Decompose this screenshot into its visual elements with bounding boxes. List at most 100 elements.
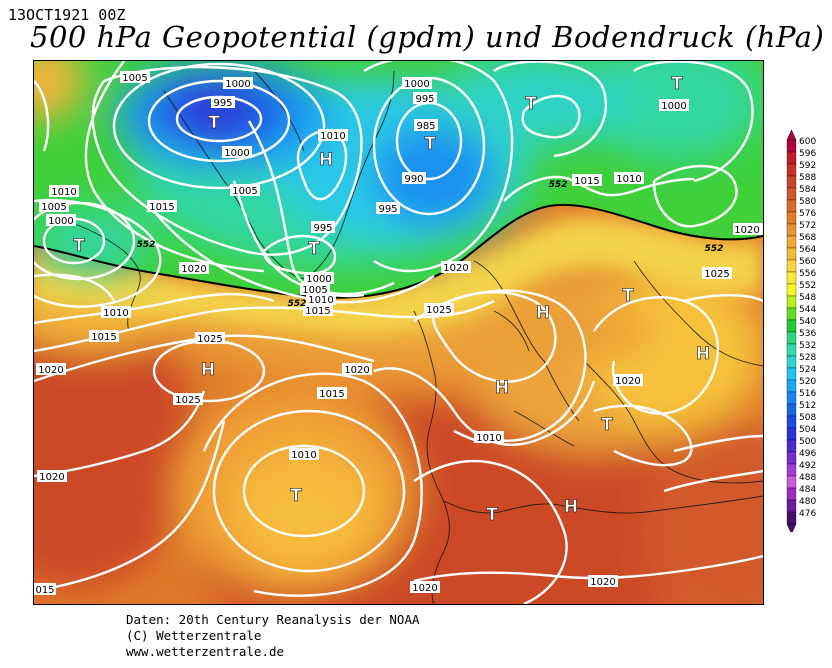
map-title: 500 hPa Geopotential (gpdm) und Bodendru… — [30, 20, 825, 54]
isobar-label: 015 — [34, 583, 56, 596]
colorbar-swatch — [786, 439, 797, 453]
colorbar-label: 476 — [799, 509, 816, 519]
isobar-label: 1025 — [195, 332, 225, 345]
isobar-label: 1005 — [39, 200, 69, 213]
svg-text:1000: 1000 — [225, 79, 250, 90]
pressure-center: H — [564, 497, 578, 517]
svg-text:1010: 1010 — [51, 187, 76, 198]
coastlines — [63, 70, 763, 604]
colorbar-label: 488 — [799, 473, 816, 483]
isobar-label: 1005 — [300, 283, 330, 296]
colorbar-swatch — [786, 211, 797, 225]
svg-text:1020: 1020 — [734, 225, 759, 236]
pressure-centers: T H T T T T H H H H T T T H T T — [73, 74, 711, 526]
isobar-label: 1000 — [659, 99, 689, 112]
copyright-notice: (C) Wetterzentrale — [126, 628, 262, 643]
isobar-label: 1025 — [702, 267, 732, 280]
svg-text:1005: 1005 — [232, 186, 257, 197]
colorbar-label: 532 — [799, 341, 816, 351]
colorbar-swatch — [786, 139, 797, 153]
colorbar-label: 480 — [799, 497, 816, 507]
svg-text:1020: 1020 — [443, 263, 468, 274]
svg-text:1015: 1015 — [305, 306, 330, 317]
svg-text:1000: 1000 — [48, 216, 73, 227]
colorbar-swatch — [786, 295, 797, 309]
map-date-label: 13OCT1921 00Z — [8, 6, 126, 24]
isobar-label: 1005 — [120, 71, 150, 84]
svg-text:1005: 1005 — [41, 202, 66, 213]
colorbar-arrow-bottom — [786, 523, 797, 535]
isobar-label: 1020 — [733, 223, 763, 236]
svg-text:1015: 1015 — [91, 332, 116, 343]
svg-text:1010: 1010 — [103, 308, 128, 319]
colorbar-swatch — [786, 283, 797, 297]
svg-text:1015: 1015 — [319, 389, 344, 400]
svg-text:1025: 1025 — [197, 334, 222, 345]
isobar-label: 1010 — [306, 293, 336, 306]
colorbar-label: 492 — [799, 461, 816, 471]
colorbar-swatch — [786, 151, 797, 165]
colorbar: 600 596 592 588 584 580 576 572 568 564 560 556 552 5… — [785, 129, 832, 536]
colorbar-swatch — [786, 259, 797, 273]
colorbar-swatch — [786, 199, 797, 213]
svg-text:1010: 1010 — [476, 433, 501, 444]
colorbar-labels: 600 596 592 588 584 580 576 572 568 564 560 556 552 5… — [799, 137, 816, 519]
colorbar-label: 536 — [799, 329, 816, 339]
isobar-label: 1010 — [614, 172, 644, 185]
colorbar-label: 516 — [799, 389, 816, 399]
colorbar-label: 524 — [799, 365, 816, 375]
isobar-label: 1015 — [317, 387, 347, 400]
isobar-label: 995 — [311, 221, 335, 234]
isobar-label: 1020 — [588, 575, 618, 588]
pressure-center: T — [73, 236, 85, 256]
contour-labels: 552 552 552 552 — [137, 180, 724, 309]
colorbar-label: 520 — [799, 377, 816, 387]
colorbar-swatch — [786, 175, 797, 189]
pressure-center: T — [671, 74, 683, 94]
isobar-label: 1025 — [173, 393, 203, 406]
isobar-label: 990 — [402, 172, 426, 185]
colorbar-swatch — [786, 463, 797, 477]
isobar-label: 1000 — [402, 77, 432, 90]
colorbar-swatch — [786, 331, 797, 345]
colorbar-swatch — [786, 475, 797, 489]
colorbar-arrow-top — [786, 129, 797, 141]
isobar-label: 995 — [413, 92, 437, 105]
colorbar-swatch — [786, 355, 797, 369]
colorbar-label: 512 — [799, 401, 816, 411]
svg-text:1010: 1010 — [308, 295, 333, 306]
svg-text:995: 995 — [313, 223, 332, 234]
isobar-label: 995 — [376, 202, 400, 215]
isobar-label: 995 — [211, 96, 235, 109]
svg-text:1025: 1025 — [704, 269, 729, 280]
isobar-label: 1000 — [304, 272, 334, 285]
pressure-center: T — [290, 486, 302, 506]
colorbar-label: 496 — [799, 449, 816, 459]
colorbar-swatch — [786, 343, 797, 357]
isobar-label: 1020 — [342, 363, 372, 376]
svg-text:1015: 1015 — [149, 202, 174, 213]
colorbar-label: 588 — [799, 173, 816, 183]
isobar-label: 1015 — [572, 174, 602, 187]
footer: Daten: 20th Century Reanalysis der NOAA … — [126, 612, 420, 660]
contour-label: 552 — [137, 240, 156, 250]
svg-text:1000: 1000 — [661, 101, 686, 112]
svg-text:1020: 1020 — [590, 577, 615, 588]
svg-text:1010: 1010 — [616, 174, 641, 185]
colorbar-label: 504 — [799, 425, 816, 435]
colorbar-label: 596 — [799, 149, 816, 159]
svg-text:1020: 1020 — [412, 583, 437, 594]
colorbar-swatch — [786, 511, 797, 525]
weather-map: 1005 1000 995 1000 1005 1010 1005 1000 1… — [33, 60, 764, 605]
colorbar-swatch — [786, 247, 797, 261]
isobar-label: 1010 — [318, 129, 348, 142]
svg-text:985: 985 — [416, 121, 435, 132]
colorbar-swatch — [786, 415, 797, 429]
isobar-label: 1010 — [474, 431, 504, 444]
isobar-label: 1000 — [46, 214, 76, 227]
colorbar-label: 484 — [799, 485, 816, 495]
colorbar-label: 592 — [799, 161, 816, 171]
isobar-label: 1010 — [289, 448, 319, 461]
isobar-label: 1000 — [222, 146, 252, 159]
colorbar-swatch — [786, 427, 797, 441]
